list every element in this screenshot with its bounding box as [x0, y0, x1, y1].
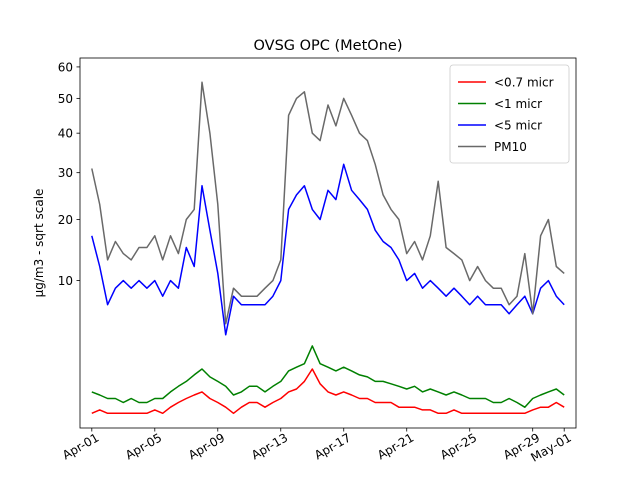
legend-label: <1 micr — [494, 97, 542, 111]
y-axis-label: µg/m3 - sqrt scale — [32, 189, 46, 298]
chart-title: OVSG OPC (MetOne) — [254, 38, 403, 54]
y-tick-label: 10 — [58, 274, 73, 288]
plot-frame — [79, 57, 577, 429]
y-tick-label: 50 — [58, 92, 73, 106]
legend: <0.7 micr <1 micr <5 micr PM10 — [449, 64, 570, 164]
series-line-3 — [91, 81, 565, 325]
legend-label: PM10 — [494, 140, 527, 154]
y-tick-label: 30 — [58, 166, 73, 180]
series-line-1 — [91, 345, 565, 408]
legend-label: <5 micr — [494, 119, 542, 133]
series-line-0 — [91, 368, 565, 415]
legend-label: <0.7 micr — [494, 76, 554, 90]
series-line-2 — [91, 163, 565, 336]
legend-box — [449, 64, 570, 164]
series-layer — [91, 81, 565, 415]
y-tick-label: 60 — [58, 60, 73, 74]
y-tick-label: 20 — [58, 213, 73, 227]
y-tick-label: 40 — [58, 127, 73, 141]
